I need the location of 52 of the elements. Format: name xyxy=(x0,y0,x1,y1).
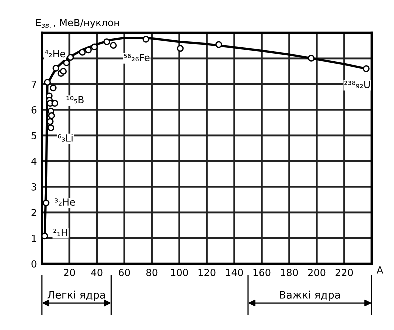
x-tick-label: 40 xyxy=(91,269,103,276)
point xyxy=(52,65,60,72)
point xyxy=(63,60,70,66)
x-tick-label: 100 xyxy=(171,269,188,276)
x-axis-title: A xyxy=(376,266,384,274)
x-tick-label: 140 xyxy=(226,269,244,276)
annotation: ³₂He xyxy=(55,198,76,206)
x-tick-label: 220 xyxy=(336,269,354,276)
point xyxy=(42,232,48,240)
annotation: ¹⁰₅B xyxy=(66,96,84,104)
point xyxy=(42,200,50,207)
text: Легкі ядра xyxy=(48,290,106,301)
x-tick-label: 20 xyxy=(64,269,76,276)
point xyxy=(363,66,370,72)
x-tick-label: 60 xyxy=(119,269,130,276)
y-tick-label: 4 xyxy=(32,158,37,166)
point xyxy=(67,54,74,62)
annotation: ²³⁸₉₂U xyxy=(344,81,370,88)
y-tick-label: 7 xyxy=(32,80,36,88)
y-tick-label: 1 xyxy=(32,234,36,242)
x-tick-label: 180 xyxy=(281,269,298,276)
point xyxy=(142,36,150,43)
text: Важкі ядра xyxy=(280,290,340,301)
y-axis-title: E$_{зв.}$, МеВ/нуклон xyxy=(36,19,120,28)
y-tick-label: 0 xyxy=(32,260,37,268)
x-tick-label: 80 xyxy=(146,269,158,276)
annotation: ⁴₂He xyxy=(45,50,66,58)
y-tick-label: 2 xyxy=(32,209,36,216)
point xyxy=(60,68,67,75)
point xyxy=(91,44,98,51)
annotation: ⁵⁶₂₆Fe xyxy=(124,54,150,62)
point xyxy=(216,41,222,48)
point xyxy=(110,42,118,49)
point xyxy=(48,112,56,120)
point xyxy=(79,49,86,56)
point xyxy=(50,84,57,92)
point xyxy=(48,124,54,132)
point xyxy=(44,79,52,86)
point xyxy=(308,55,315,62)
x-tick-label: 200 xyxy=(308,269,326,276)
annotation: ²₁H xyxy=(54,228,68,236)
point xyxy=(85,46,92,54)
point xyxy=(47,118,54,126)
point xyxy=(177,45,184,52)
y-tick-label: 5 xyxy=(32,132,36,140)
x-tick-label: 120 xyxy=(198,269,216,276)
annotation: ⁶₃Li xyxy=(58,134,73,142)
y-tick-label: 3 xyxy=(32,183,37,191)
point xyxy=(104,38,110,46)
x-tick-label: 160 xyxy=(254,269,271,276)
point xyxy=(52,100,58,107)
y-tick-label: 6 xyxy=(32,106,37,114)
